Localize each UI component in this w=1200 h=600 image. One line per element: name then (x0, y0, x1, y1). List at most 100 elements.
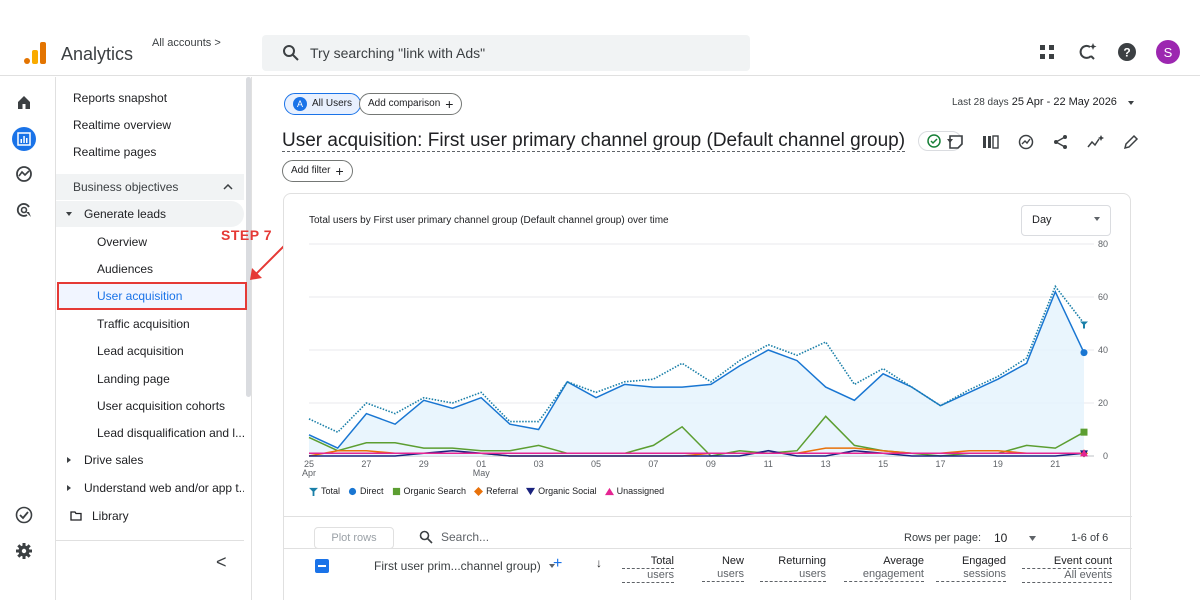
marker-total (1080, 321, 1088, 329)
legend-item-organic-social[interactable]: Organic Social (526, 486, 597, 496)
x-tick-label: 05 (591, 459, 601, 469)
home-icon[interactable] (13, 91, 35, 113)
compare-icon[interactable] (982, 133, 1000, 151)
search-box[interactable] (262, 35, 750, 71)
marker-organic-search (1080, 428, 1088, 436)
legend-label: Direct (360, 486, 384, 496)
chevron-down-icon (1128, 101, 1134, 105)
nav-group-generate-leads[interactable]: Generate leads (56, 201, 244, 227)
plot-rows-button[interactable]: Plot rows (314, 527, 394, 549)
add-dimension-button[interactable]: + (553, 555, 563, 572)
x-tick-label: 15 (878, 459, 888, 469)
col-event-count[interactable]: Event count All events (1022, 555, 1112, 583)
advertising-icon[interactable] (13, 199, 35, 221)
direct-area (309, 291, 1084, 456)
add-filter-button[interactable]: Add filter + (282, 160, 353, 182)
y-tick-label: 0 (1103, 451, 1108, 461)
title-status-chip[interactable] (918, 130, 963, 151)
report-toolbar (947, 133, 1140, 151)
nav-section-business-objectives[interactable]: Business objectives (56, 174, 244, 200)
granularity-select[interactable]: Day (1021, 205, 1111, 236)
date-range-picker[interactable]: Last 28 days 25 Apr - 22 May 2026 (952, 96, 1134, 108)
table-search[interactable]: Search... (419, 530, 489, 544)
nav-realtime-pages[interactable]: Realtime pages (56, 139, 244, 165)
legend-item-organic-search[interactable]: Organic Search (392, 486, 466, 496)
nav-realtime-overview[interactable]: Realtime overview (56, 112, 244, 138)
help-icon[interactable]: ? (1116, 41, 1138, 63)
nav-traffic-acquisition[interactable]: Traffic acquisition (56, 311, 244, 337)
table-toolbar: Plot rows Search... Rows per page: 10 1-… (284, 516, 1132, 549)
page-title-text[interactable]: User acquisition: First user primary cha… (282, 130, 906, 152)
nav-label: Landing page (97, 372, 170, 386)
nav-library[interactable]: Library (56, 503, 244, 529)
configure-icon[interactable] (13, 504, 35, 526)
col-line2: users (622, 569, 674, 583)
series-line-total (308, 284, 1085, 434)
analytics-logo[interactable] (24, 40, 48, 64)
nav-audiences[interactable]: Audiences (56, 256, 244, 282)
all-users-chip[interactable]: A All Users (284, 93, 362, 115)
note-icon[interactable] (947, 133, 965, 151)
nav-label: Drive sales (84, 453, 144, 467)
legend-item-total[interactable]: Total (309, 486, 340, 496)
admin-gear-icon[interactable] (13, 540, 35, 562)
nav-label: Lead acquisition (97, 344, 184, 358)
search-input[interactable] (310, 43, 730, 63)
avatar[interactable]: S (1156, 40, 1180, 64)
legend-item-direct[interactable]: Direct (348, 486, 384, 496)
step-annotation: STEP 7 (221, 227, 272, 243)
anomaly-sparkle-icon[interactable] (1087, 133, 1105, 151)
col-engaged-sessions[interactable]: Engaged sessions (936, 555, 1006, 582)
all-accounts-link[interactable]: All accounts > (152, 37, 221, 49)
col-total-users[interactable]: Total users (622, 555, 674, 583)
col-line1: Total (622, 555, 674, 569)
x-tick-label: 03 (534, 459, 544, 469)
nav-user-acquisition-cohorts[interactable]: User acquisition cohorts (56, 393, 244, 419)
edit-pencil-icon[interactable] (1122, 133, 1140, 151)
nav-scrollbar[interactable] (246, 77, 251, 397)
explore-icon[interactable] (13, 163, 35, 185)
legend-item-unassigned[interactable]: Unassigned (604, 486, 664, 496)
col-returning-users[interactable]: Returning users (760, 555, 826, 582)
nav-group-drive-sales[interactable]: Drive sales (56, 447, 244, 473)
select-all-checkbox[interactable] (315, 559, 329, 573)
rows-per-page-value[interactable]: 10 (994, 531, 1008, 545)
add-comparison-button[interactable]: Add comparison + (359, 93, 463, 115)
series-line-organic-social (309, 449, 1085, 457)
nav-lead-disqualification[interactable]: Lead disqualification and l... (56, 420, 244, 446)
collapse-nav-button[interactable]: < (216, 552, 227, 572)
date-prefix: Last 28 days (951, 97, 1009, 108)
chevron-down-icon[interactable] (1029, 536, 1036, 541)
legend-item-referral[interactable]: Referral (474, 486, 518, 496)
legend-label: Organic Social (538, 486, 597, 496)
nav-group-understand-web[interactable]: Understand web and/or app t... (56, 475, 244, 501)
y-axis: 0 20 40 60 80 (1098, 239, 1108, 461)
nav-lead-acquisition[interactable]: Lead acquisition (56, 338, 244, 364)
insights-icon[interactable] (1076, 41, 1098, 63)
y-tick-label: 60 (1098, 292, 1108, 302)
nav-reports-snapshot[interactable]: Reports snapshot (56, 85, 244, 111)
sort-desc-icon[interactable]: ↓ (596, 556, 602, 570)
nav-overview[interactable]: Overview (56, 229, 244, 255)
col-avg-engagement[interactable]: Average engagement (844, 555, 924, 582)
dimension-select[interactable]: First user prim...channel group) (368, 555, 561, 577)
y-tick-label: 20 (1098, 398, 1108, 408)
x-tick-label: 25 (304, 459, 314, 469)
insights-chart-icon[interactable] (1017, 133, 1035, 151)
reports-icon[interactable] (12, 127, 36, 151)
legend-swatch (474, 486, 484, 496)
col-new-users[interactable]: New users (702, 555, 744, 582)
app-name: Analytics (61, 44, 134, 64)
chevron-down-icon (1094, 217, 1100, 221)
nav-landing-page[interactable]: Landing page (56, 366, 244, 392)
nav-user-acquisition[interactable]: User acquisition (56, 283, 244, 309)
nav-label: Reports snapshot (73, 91, 168, 105)
share-icon[interactable] (1052, 133, 1070, 151)
col-line2: All events (1022, 569, 1112, 583)
apps-grid-icon[interactable] (1036, 41, 1058, 63)
rows-per-page-label: Rows per page: (904, 532, 982, 544)
legend-swatch (348, 487, 357, 495)
x-tick-label: 07 (648, 459, 658, 469)
